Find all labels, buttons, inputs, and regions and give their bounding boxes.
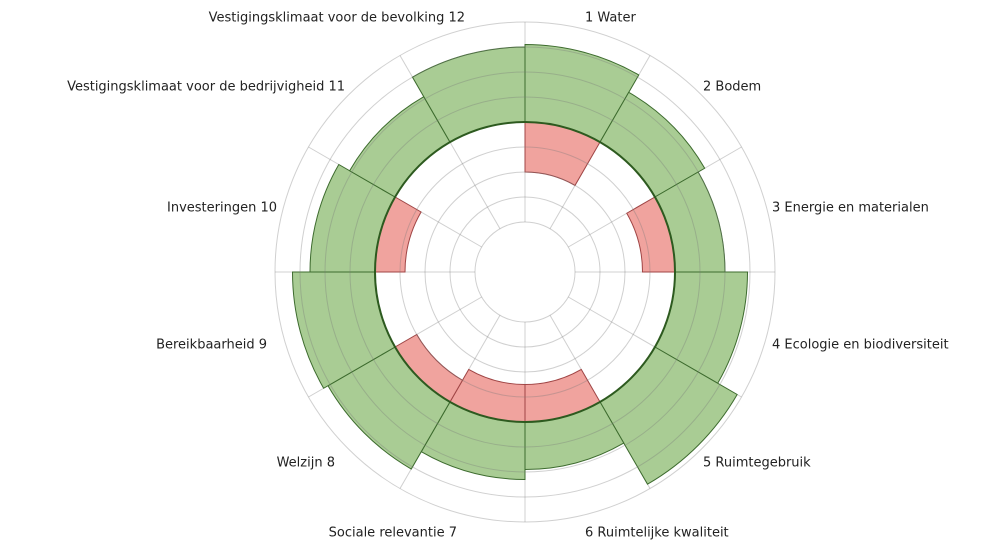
grid-ring: [474, 221, 576, 323]
category-label: Sociale relevantie 7: [329, 526, 457, 541]
category-label: Vestigingsklimaat voor de bevolking 12: [209, 11, 465, 26]
baseline-ring: [374, 121, 676, 423]
category-label: 4 Ecologie en biodiversiteit: [772, 338, 949, 353]
category-label: Welzijn 8: [277, 456, 335, 471]
category-label: 3 Energie en materialen: [772, 201, 929, 216]
category-label: Investeringen 10: [167, 201, 277, 216]
grid-ring: [349, 96, 701, 448]
category-label: 1 Water: [585, 11, 636, 26]
grid-ring: [399, 146, 651, 398]
grid-ring: [324, 71, 726, 473]
grid-ring: [449, 196, 601, 348]
category-label: Bereikbaarheid 9: [156, 338, 267, 353]
grid-ring: [299, 46, 751, 498]
category-label: 2 Bodem: [703, 80, 761, 95]
category-label: Vestigingsklimaat voor de bedrijvigheid …: [67, 80, 345, 95]
grid-ring: [274, 21, 776, 523]
grid-ring: [424, 171, 626, 373]
category-label: 5 Ruimtegebruik: [703, 456, 811, 471]
category-label: 6 Ruimtelijke kwaliteit: [585, 526, 729, 541]
